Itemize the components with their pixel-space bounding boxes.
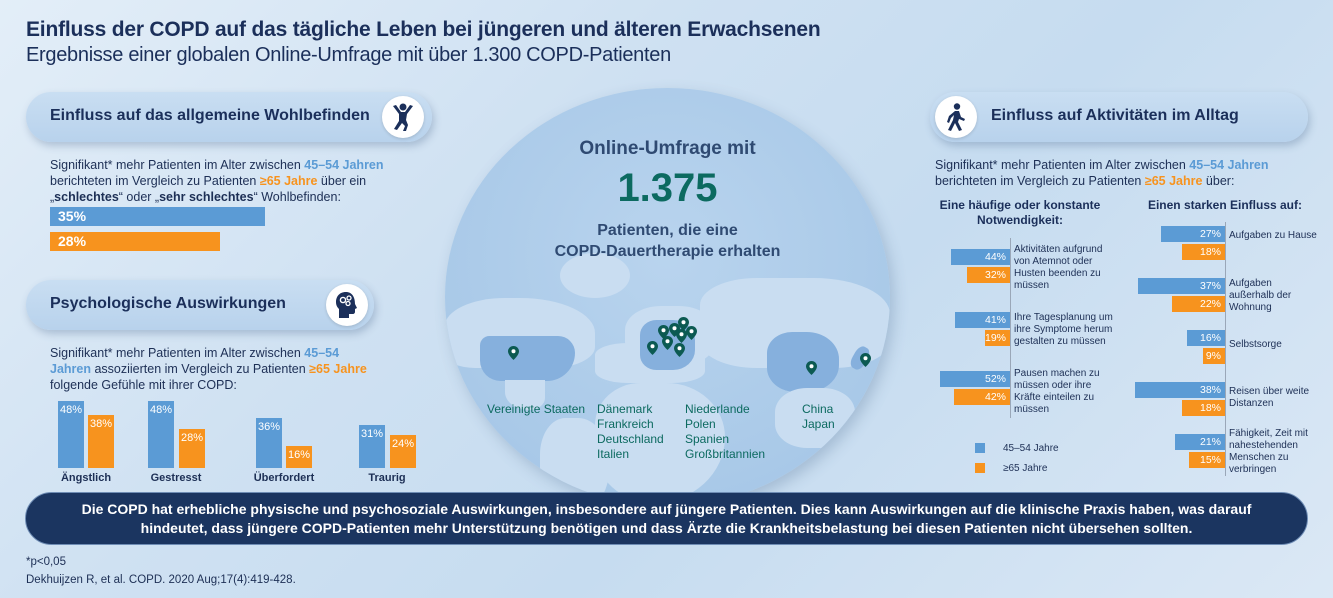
map-pin-icon xyxy=(662,336,673,350)
psych-bar-young-traurig: 31% xyxy=(359,425,385,468)
page-subtitle: Ergebnisse einer globalen Online-Umfrage… xyxy=(26,44,671,66)
survey-line3: COPD-Dauertherapie erhalten xyxy=(554,243,781,260)
act-right-bar-young-1: 37% xyxy=(1138,278,1225,294)
map-usa xyxy=(480,336,575,381)
page-title: Einfluss der COPD auf das tägliche Leben… xyxy=(26,18,821,41)
country-list-asia: China Japan xyxy=(802,402,835,431)
act-left-bar-old-0: 32% xyxy=(967,267,1010,283)
activities-right-title: Einen starken Einfluss auf: xyxy=(1147,198,1303,212)
psych-bar-old-traurig: 24% xyxy=(390,435,416,468)
psych-description: Signifikant* mehr Patienten im Alter zwi… xyxy=(50,346,367,392)
act-right-bar-old-0: 18% xyxy=(1182,244,1225,260)
activities-right-axis xyxy=(1225,222,1226,476)
act-right-label-0: Aufgaben zu Hause xyxy=(1229,230,1317,241)
psych-bar-old-aengstlich: 38% xyxy=(88,415,114,468)
act-right-bar-old-2: 9% xyxy=(1203,348,1225,364)
activities-description: Signifikant* mehr Patienten im Alter zwi… xyxy=(935,158,1269,188)
jumping-person-icon xyxy=(382,96,424,138)
activities-heading: Einfluss auf Aktivitäten im Alltag xyxy=(991,107,1239,124)
map-pin-icon xyxy=(686,326,697,340)
map-pin-icon xyxy=(678,317,689,331)
wellbeing-heading: Einfluss auf das allgemeine Wohlbefinden xyxy=(50,107,370,124)
map-pin-icon xyxy=(674,343,685,357)
map-pin-icon xyxy=(658,325,669,339)
legend-swatch-young xyxy=(975,443,985,453)
act-right-bar-old-3: 18% xyxy=(1182,400,1225,416)
country-list-americas: Vereinigte Staaten xyxy=(487,402,586,416)
psych-bar-old-ueberfordert: 16% xyxy=(286,446,312,468)
map-southeast-asia xyxy=(775,388,855,448)
legend-label-young: 45–54 Jahre xyxy=(1003,443,1059,454)
wellbeing-description: Signifikant* mehr Patienten im Alter zwi… xyxy=(50,158,384,204)
act-right-bar-young-3: 38% xyxy=(1135,382,1225,398)
psych-bar-young-ueberfordert: 36% xyxy=(256,418,282,468)
survey-patient-count: 1.375 xyxy=(617,166,718,210)
activities-header-pill: Einfluss auf Aktivitäten im Alltag xyxy=(930,92,1308,142)
conclusion-banner: Die COPD hat erhebliche physische und ps… xyxy=(25,492,1308,545)
act-right-bar-young-0: 27% xyxy=(1161,226,1225,242)
legend-swatch-old xyxy=(975,463,985,473)
act-right-bar-young-4: 21% xyxy=(1175,434,1225,450)
map-central-america xyxy=(505,380,545,410)
activities-left-axis xyxy=(1010,238,1011,418)
act-right-label-4: Fähigkeit, Zeit mit nahestehenden Mensch… xyxy=(1229,428,1308,475)
act-left-bar-old-1: 19% xyxy=(985,330,1010,346)
psych-label-ueberfordert: Überfordert xyxy=(253,472,315,484)
act-right-bar-old-1: 22% xyxy=(1172,296,1225,312)
act-left-bar-old-2: 42% xyxy=(954,389,1010,405)
psych-label-aengstlich: Ängstlich xyxy=(60,472,112,484)
act-left-bar-young-2: 52% xyxy=(940,371,1010,387)
psych-label-gestresst: Gestresst xyxy=(150,472,202,484)
map-africa xyxy=(595,383,725,503)
act-left-label-2: Pausen machen zu müssen oder ihre Kräfte… xyxy=(1014,368,1100,415)
psych-label-traurig: Traurig xyxy=(368,472,406,484)
psych-heading: Psychologische Auswirkungen xyxy=(50,295,286,312)
psych-bar-young-gestresst: 48% xyxy=(148,401,174,468)
act-right-bar-young-2: 16% xyxy=(1187,330,1225,346)
psych-bar-young-aengstlich: 48% xyxy=(58,401,84,468)
survey-line2: Patienten, die eine xyxy=(597,222,738,239)
footnote-significance: *p<0,05 xyxy=(26,556,66,568)
map-pin-icon xyxy=(508,346,519,360)
act-right-label-3: Reisen über weite Distanzen xyxy=(1229,386,1310,409)
act-left-bar-young-1: 41% xyxy=(955,312,1010,328)
map-pin-icon xyxy=(860,353,871,367)
map-pin-icon xyxy=(647,341,658,355)
act-left-bar-young-0: 44% xyxy=(951,249,1010,265)
act-right-bar-old-4: 15% xyxy=(1189,452,1225,468)
psych-bar-old-gestresst: 28% xyxy=(179,429,205,468)
psych-header-pill: Psychologische Auswirkungen xyxy=(26,280,374,330)
wellbeing-bar-old: 28% xyxy=(50,232,220,251)
act-left-label-1: Ihre Tagesplanung um ihre Symptome herum… xyxy=(1014,312,1113,347)
map-greenland xyxy=(560,253,630,298)
wellbeing-header-pill: Einfluss auf das allgemeine Wohlbefinden xyxy=(26,92,432,142)
map-pin-icon xyxy=(806,361,817,375)
conclusion-line1: Die COPD hat erhebliche physische und ps… xyxy=(81,501,1252,517)
footnote-reference: Dekhuijzen R, et al. COPD. 2020 Aug;17(4… xyxy=(26,574,296,586)
head-gears-icon xyxy=(326,284,368,326)
act-right-label-1: Aufgaben außerhalb der Wohnung xyxy=(1229,278,1292,313)
survey-line1: Online-Umfrage mit xyxy=(579,138,756,159)
country-list-europe-1: Dänemark Frankreich Deutschland Italien xyxy=(597,402,664,461)
wellbeing-bar-young: 35% xyxy=(50,207,265,226)
legend-label-old: ≥65 Jahre xyxy=(1003,463,1048,474)
survey-globe: Online-Umfrage mit 1.375 Patienten, die … xyxy=(445,88,890,506)
map-pin-icon xyxy=(676,329,687,343)
act-left-label-0: Aktivitäten aufgrund von Atemnot oder Hu… xyxy=(1014,244,1103,291)
walking-person-icon xyxy=(935,96,977,138)
country-list-europe-2: Niederlande Polen Spanien Großbritannien xyxy=(685,402,766,461)
activities-left-title: Eine häufige oder konstante Notwendigkei… xyxy=(939,198,1101,227)
act-right-label-2: Selbstsorge xyxy=(1229,339,1282,350)
map-china xyxy=(767,332,839,392)
conclusion-line2: hindeutet, dass jüngere COPD-Patienten m… xyxy=(140,520,1193,536)
